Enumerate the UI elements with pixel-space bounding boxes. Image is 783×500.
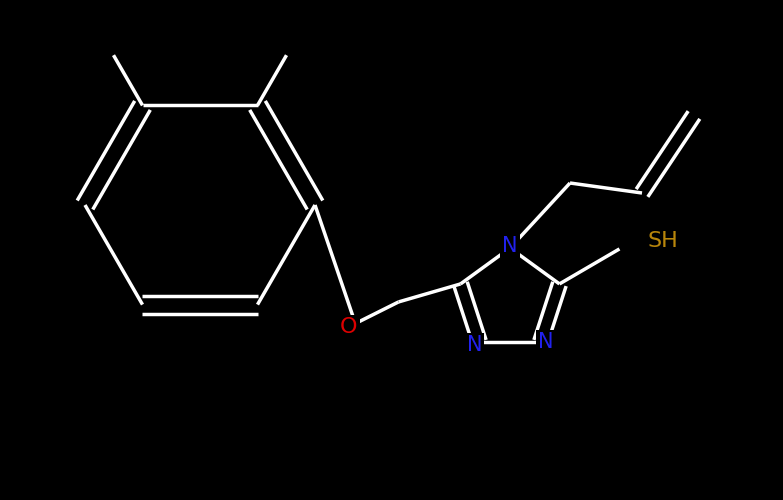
Text: N: N	[538, 332, 554, 352]
Text: N: N	[467, 335, 482, 355]
Text: O: O	[340, 317, 357, 337]
Text: N: N	[502, 236, 518, 256]
Text: SH: SH	[648, 231, 678, 251]
